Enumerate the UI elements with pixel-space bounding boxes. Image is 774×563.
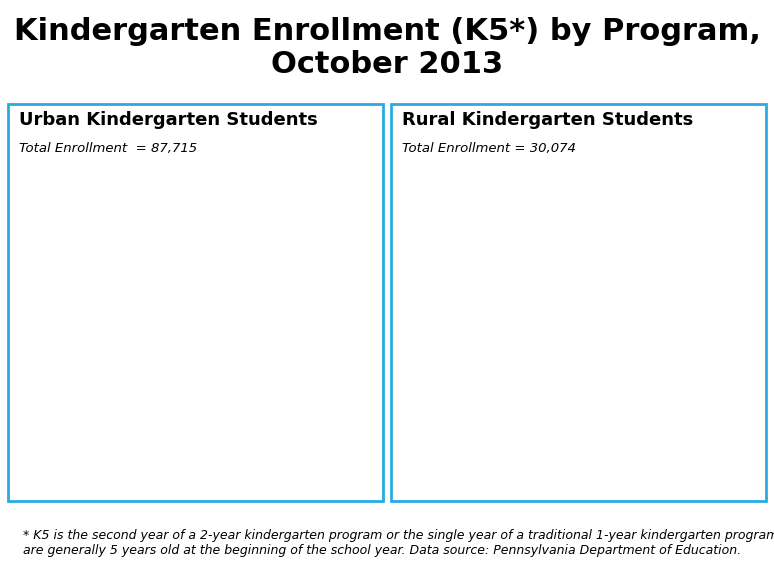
Wedge shape (97, 194, 330, 464)
Wedge shape (513, 194, 579, 329)
Wedge shape (60, 194, 196, 422)
Text: Half-Day
Program
37%: Half-Day Program 37% (91, 275, 146, 318)
Text: Total Enrollment = 30,074: Total Enrollment = 30,074 (402, 142, 577, 155)
Text: Urban Kindergarten Students: Urban Kindergarten Students (19, 111, 318, 129)
Text: Full-Day
Program
92%: Full-Day Program 92% (570, 380, 623, 423)
Text: Total Enrollment  = 87,715: Total Enrollment = 87,715 (19, 142, 197, 155)
Text: Full-Day
Program
63%: Full-Day Program 63% (238, 337, 290, 381)
Text: Kindergarten Enrollment (K5*) by Program,
October 2013: Kindergarten Enrollment (K5*) by Program… (14, 17, 760, 79)
Text: Half-Day
Program
8%: Half-Day Program 8% (528, 216, 582, 259)
Text: Rural Kindergarten Students: Rural Kindergarten Students (402, 111, 694, 129)
Wedge shape (444, 194, 714, 464)
Text: * K5 is the second year of a 2-year kindergarten program or the single year of a: * K5 is the second year of a 2-year kind… (23, 529, 774, 557)
